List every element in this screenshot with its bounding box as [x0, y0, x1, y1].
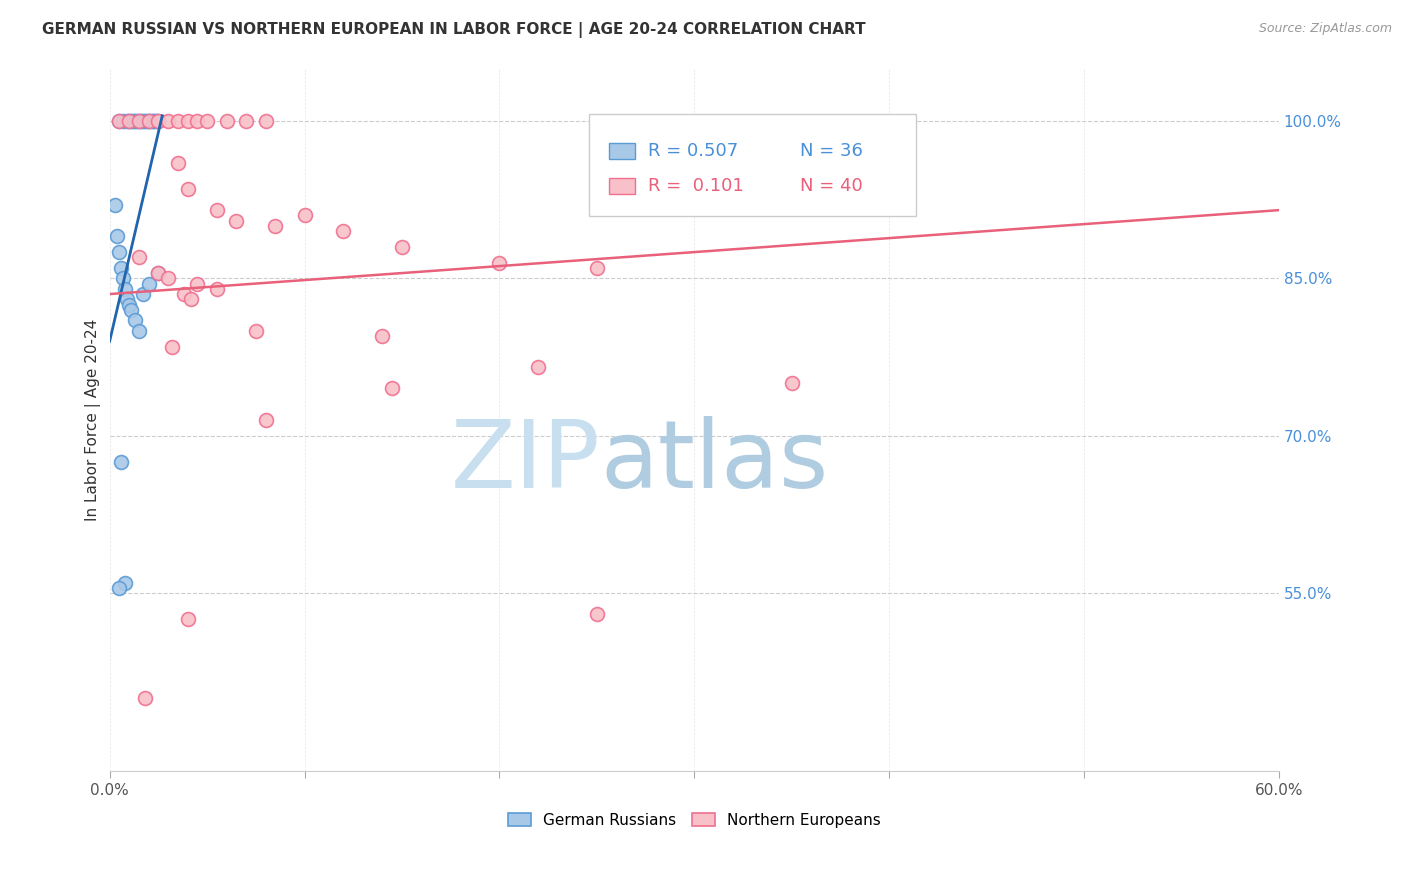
Point	[186, 114, 208, 128]
Point	[166, 156, 188, 170]
Point	[122, 114, 145, 128]
Text: Source: ZipAtlas.com: Source: ZipAtlas.com	[1258, 22, 1392, 36]
Point	[124, 313, 146, 327]
Point	[166, 114, 188, 128]
Text: R =  0.101: R = 0.101	[648, 177, 744, 195]
Point	[107, 229, 129, 244]
Point	[108, 581, 131, 595]
Point	[160, 339, 183, 353]
Point	[176, 612, 198, 626]
Point	[139, 114, 162, 128]
Point	[488, 255, 510, 269]
Point	[115, 293, 138, 307]
Point	[118, 114, 141, 128]
Legend: German Russians, Northern Europeans: German Russians, Northern Europeans	[502, 806, 887, 834]
Point	[110, 260, 132, 275]
Point	[112, 114, 135, 128]
Point	[128, 324, 150, 338]
Point	[527, 360, 550, 375]
Point	[205, 203, 228, 218]
Text: GERMAN RUSSIAN VS NORTHERN EUROPEAN IN LABOR FORCE | AGE 20-24 CORRELATION CHART: GERMAN RUSSIAN VS NORTHERN EUROPEAN IN L…	[42, 22, 866, 38]
Point	[114, 282, 136, 296]
Point	[135, 114, 157, 128]
Point	[585, 607, 607, 621]
Point	[205, 282, 228, 296]
Y-axis label: In Labor Force | Age 20-24: In Labor Force | Age 20-24	[86, 318, 101, 521]
Point	[245, 324, 267, 338]
Point	[148, 266, 170, 280]
Point	[148, 114, 170, 128]
Point	[145, 114, 167, 128]
Point	[115, 114, 138, 128]
Point	[125, 114, 148, 128]
Point	[254, 114, 277, 128]
Point	[128, 114, 150, 128]
Point	[110, 455, 132, 469]
Point	[215, 114, 238, 128]
Point	[112, 271, 135, 285]
Point	[264, 219, 287, 233]
Point	[180, 293, 202, 307]
Point	[186, 277, 208, 291]
Point	[585, 260, 607, 275]
Point	[129, 114, 152, 128]
Text: N = 40: N = 40	[800, 177, 862, 195]
Point	[332, 224, 354, 238]
Point	[120, 114, 142, 128]
Point	[108, 245, 131, 260]
Point	[254, 413, 277, 427]
Point	[235, 114, 257, 128]
Point	[118, 114, 141, 128]
Bar	[609, 178, 634, 194]
Point	[225, 213, 247, 227]
Point	[148, 114, 170, 128]
Point	[132, 114, 155, 128]
Point	[157, 271, 180, 285]
Point	[294, 208, 316, 222]
Point	[176, 182, 198, 196]
Text: ZIP: ZIP	[451, 416, 600, 508]
Point	[124, 114, 146, 128]
Point	[118, 297, 141, 311]
Point	[120, 302, 142, 317]
Point	[134, 690, 156, 705]
Point	[381, 382, 404, 396]
Point	[157, 114, 180, 128]
FancyBboxPatch shape	[589, 114, 917, 216]
Point	[128, 114, 150, 128]
Point	[138, 277, 160, 291]
Point	[143, 114, 166, 128]
Point	[108, 114, 131, 128]
Point	[176, 114, 198, 128]
Point	[195, 114, 218, 128]
Point	[141, 114, 163, 128]
Point	[148, 266, 170, 280]
Text: N = 36: N = 36	[800, 142, 862, 160]
Text: atlas: atlas	[600, 416, 830, 508]
Point	[132, 287, 155, 301]
Point	[104, 198, 127, 212]
Point	[138, 114, 160, 128]
Text: R = 0.507: R = 0.507	[648, 142, 738, 160]
Point	[138, 114, 160, 128]
Point	[391, 240, 413, 254]
Bar	[609, 144, 634, 159]
Point	[173, 287, 195, 301]
Point	[128, 250, 150, 264]
Point	[108, 114, 131, 128]
Point	[371, 329, 394, 343]
Point	[114, 575, 136, 590]
Point	[780, 376, 803, 391]
Point	[134, 114, 156, 128]
